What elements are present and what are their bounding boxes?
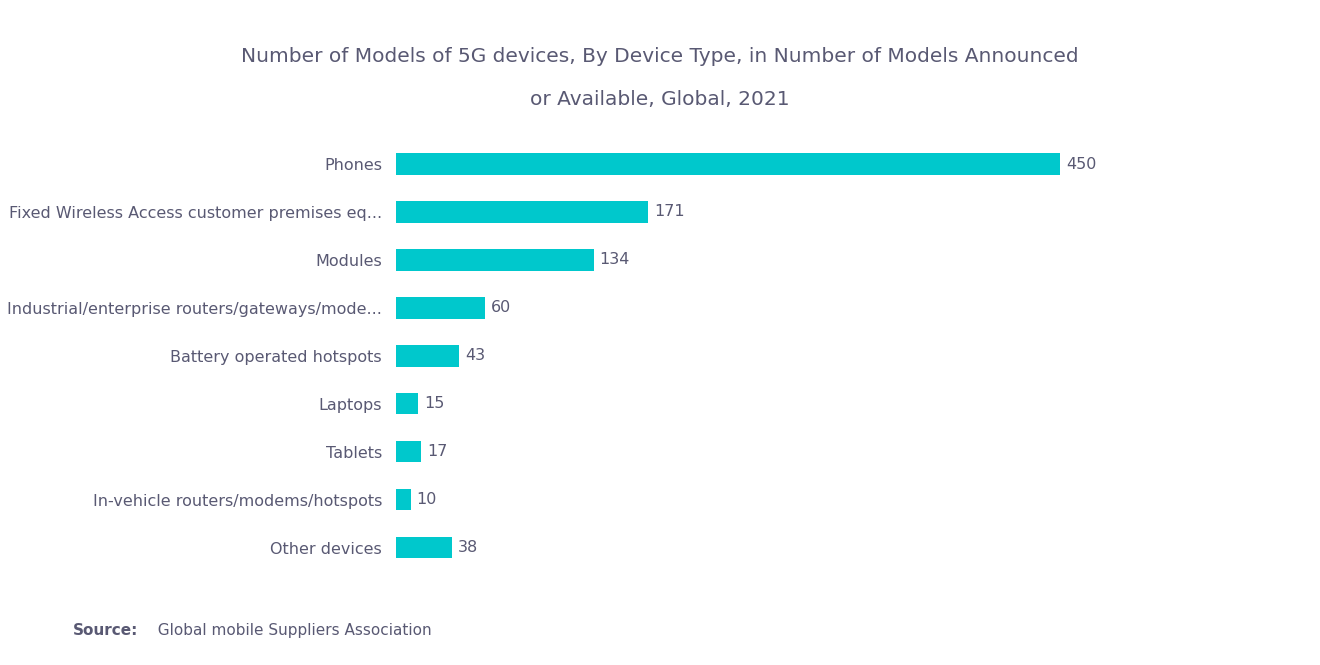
Text: Number of Models of 5G devices, By Device Type, in Number of Models Announced: Number of Models of 5G devices, By Devic… bbox=[242, 47, 1078, 66]
Text: 60: 60 bbox=[491, 301, 511, 315]
Bar bbox=[396, 345, 459, 366]
Bar bbox=[396, 393, 418, 414]
Bar bbox=[396, 153, 1060, 175]
Bar bbox=[396, 297, 484, 319]
Text: 450: 450 bbox=[1065, 156, 1096, 172]
Bar bbox=[396, 441, 421, 462]
Bar bbox=[396, 201, 648, 223]
Bar bbox=[396, 489, 411, 510]
Text: Global mobile Suppliers Association: Global mobile Suppliers Association bbox=[148, 623, 432, 638]
Text: or Available, Global, 2021: or Available, Global, 2021 bbox=[531, 90, 789, 109]
Text: 171: 171 bbox=[655, 204, 685, 219]
Text: 134: 134 bbox=[599, 253, 630, 267]
Text: Source:: Source: bbox=[73, 623, 139, 638]
Text: 10: 10 bbox=[417, 492, 437, 507]
Text: 17: 17 bbox=[426, 444, 447, 459]
Text: 38: 38 bbox=[458, 540, 478, 555]
Text: 43: 43 bbox=[466, 348, 486, 363]
Text: 15: 15 bbox=[424, 396, 445, 411]
Bar bbox=[396, 249, 594, 271]
Bar bbox=[396, 537, 451, 559]
